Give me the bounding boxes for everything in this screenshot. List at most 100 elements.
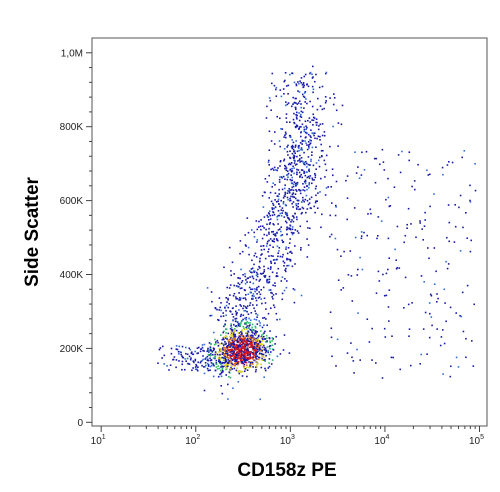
data-point bbox=[242, 274, 244, 276]
data-point bbox=[289, 238, 291, 240]
data-point bbox=[288, 228, 290, 230]
data-point bbox=[319, 135, 321, 138]
data-point bbox=[385, 294, 388, 297]
data-point bbox=[296, 111, 298, 114]
x-axis-title: CD158z PE bbox=[237, 460, 336, 481]
data-point bbox=[208, 351, 210, 353]
data-point bbox=[295, 116, 298, 119]
data-point bbox=[263, 269, 266, 271]
data-point bbox=[281, 256, 284, 258]
data-point bbox=[233, 346, 235, 349]
data-point bbox=[285, 133, 287, 135]
data-point bbox=[308, 168, 310, 170]
data-point bbox=[231, 313, 234, 315]
data-point bbox=[300, 249, 302, 251]
data-point bbox=[273, 306, 276, 309]
data-point bbox=[179, 351, 181, 353]
data-point bbox=[249, 322, 251, 324]
data-point bbox=[330, 233, 333, 236]
data-point bbox=[311, 105, 314, 108]
data-point bbox=[244, 353, 246, 356]
data-point bbox=[217, 345, 220, 347]
data-point bbox=[268, 275, 271, 278]
data-point bbox=[223, 330, 225, 333]
data-point bbox=[302, 189, 304, 191]
data-point bbox=[308, 170, 311, 173]
data-point bbox=[251, 331, 253, 333]
data-point bbox=[337, 279, 340, 281]
data-point bbox=[175, 366, 177, 369]
data-point bbox=[300, 110, 303, 113]
plot-frame bbox=[91, 37, 488, 427]
data-point bbox=[289, 224, 291, 227]
data-point bbox=[279, 255, 282, 258]
data-point bbox=[234, 362, 236, 365]
data-point bbox=[266, 278, 269, 281]
data-point bbox=[274, 259, 276, 261]
data-point bbox=[308, 117, 311, 119]
data-point bbox=[225, 360, 228, 363]
data-point bbox=[268, 97, 271, 99]
data-point bbox=[245, 298, 247, 301]
data-point bbox=[245, 357, 247, 360]
data-point bbox=[274, 262, 276, 265]
data-point bbox=[217, 375, 220, 378]
data-point bbox=[315, 168, 317, 170]
data-point bbox=[276, 216, 278, 218]
data-point bbox=[242, 342, 245, 345]
data-point bbox=[461, 291, 464, 294]
data-point bbox=[269, 218, 272, 220]
data-point bbox=[303, 128, 306, 131]
data-point bbox=[261, 334, 263, 336]
data-point bbox=[217, 318, 219, 321]
data-point bbox=[314, 174, 317, 177]
data-point bbox=[203, 389, 206, 392]
data-point bbox=[325, 100, 327, 102]
data-point bbox=[206, 350, 208, 353]
data-point bbox=[331, 168, 334, 170]
data-point bbox=[219, 347, 222, 350]
data-point bbox=[222, 312, 224, 314]
data-point bbox=[227, 361, 230, 364]
data-point bbox=[232, 334, 235, 336]
data-point bbox=[453, 241, 456, 243]
data-point bbox=[253, 356, 256, 358]
data-point bbox=[228, 357, 230, 360]
data-point bbox=[247, 354, 249, 356]
data-point bbox=[290, 146, 293, 148]
data-point bbox=[294, 193, 297, 195]
data-point bbox=[296, 125, 298, 128]
data-point bbox=[223, 365, 225, 367]
data-point bbox=[378, 280, 381, 282]
data-point bbox=[235, 317, 238, 320]
data-point bbox=[303, 130, 306, 133]
data-point bbox=[470, 239, 472, 242]
data-point bbox=[235, 356, 237, 358]
data-point bbox=[242, 347, 245, 349]
data-point bbox=[209, 347, 212, 349]
data-point bbox=[296, 218, 298, 221]
data-point bbox=[246, 334, 249, 336]
data-point bbox=[302, 95, 305, 98]
data-point bbox=[239, 297, 241, 299]
data-point bbox=[334, 237, 337, 240]
data-point bbox=[267, 212, 270, 214]
data-point bbox=[294, 212, 296, 215]
data-point bbox=[390, 356, 393, 359]
data-point bbox=[262, 225, 264, 227]
data-point bbox=[335, 180, 338, 183]
data-point bbox=[209, 349, 212, 352]
data-point bbox=[229, 335, 231, 338]
data-point bbox=[252, 335, 254, 337]
data-point bbox=[256, 241, 258, 243]
data-point bbox=[300, 247, 302, 249]
data-point bbox=[282, 88, 285, 90]
data-point bbox=[394, 248, 396, 251]
data-point bbox=[309, 135, 312, 137]
data-point bbox=[221, 371, 223, 374]
data-point bbox=[210, 353, 212, 355]
data-point bbox=[210, 354, 212, 356]
data-point bbox=[257, 343, 260, 345]
data-point bbox=[225, 362, 227, 365]
y-tick-label: 600K bbox=[60, 196, 84, 207]
